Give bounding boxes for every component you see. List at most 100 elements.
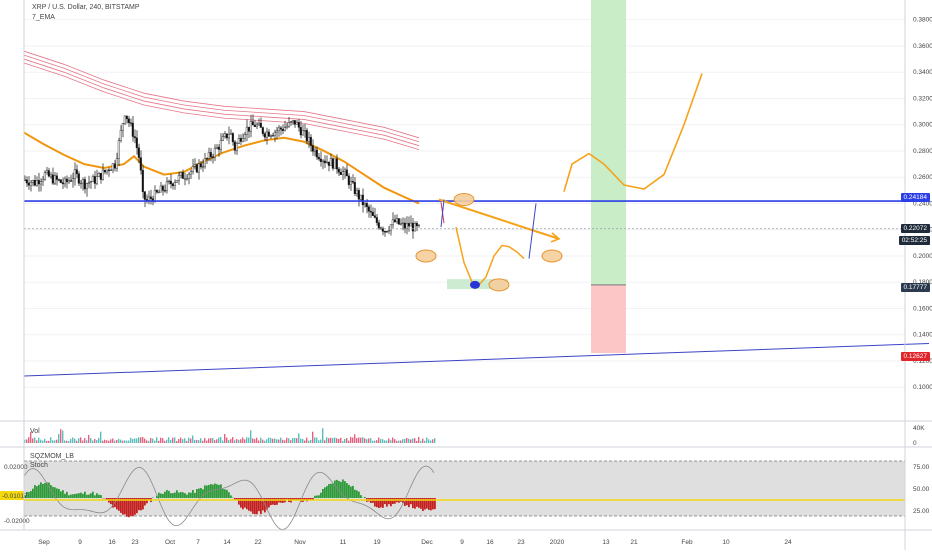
squeeze-bar bbox=[78, 493, 80, 498]
candle-body bbox=[76, 170, 78, 174]
ema-legend[interactable]: 7_EMA bbox=[32, 14, 55, 21]
volume-legend[interactable]: Vol bbox=[30, 428, 40, 435]
candle-body bbox=[36, 180, 38, 185]
squeeze-bar bbox=[198, 488, 200, 498]
volume-bar bbox=[322, 428, 323, 443]
volume-bar bbox=[48, 441, 49, 443]
squeeze-bar bbox=[272, 498, 274, 505]
volume-bar bbox=[206, 441, 207, 443]
profit-zone bbox=[591, 0, 626, 285]
candle-body bbox=[252, 122, 254, 125]
candle-body bbox=[222, 137, 224, 141]
volume-bar bbox=[172, 438, 173, 443]
squeeze-bar bbox=[40, 482, 42, 498]
osc-right-tick: 50.00 bbox=[913, 486, 930, 493]
volume-bar bbox=[116, 440, 117, 443]
squeeze-bar bbox=[182, 492, 184, 498]
candle-body bbox=[212, 157, 214, 158]
candle-body bbox=[238, 138, 240, 143]
candle-body bbox=[318, 157, 320, 159]
candle-body bbox=[118, 141, 120, 159]
current-price-tag: 0.22072 bbox=[901, 224, 931, 233]
volume-bar bbox=[356, 438, 357, 443]
squeeze-bar bbox=[48, 483, 50, 498]
candle-body bbox=[32, 180, 34, 182]
volume-bar bbox=[310, 440, 311, 443]
volume-bar bbox=[224, 434, 225, 443]
volume-bar bbox=[400, 441, 401, 443]
squeeze-bar bbox=[96, 493, 98, 498]
volume-bar bbox=[64, 440, 65, 443]
volume-bar bbox=[152, 439, 153, 443]
candle-body bbox=[286, 126, 288, 127]
volume-bar bbox=[344, 439, 345, 443]
squeeze-bar bbox=[82, 494, 84, 498]
stop-price-tag: 0.12627 bbox=[901, 352, 931, 361]
stoch-legend[interactable]: Stoch bbox=[30, 462, 48, 469]
volume-bar bbox=[220, 437, 221, 443]
squeeze-bar bbox=[100, 495, 102, 498]
squeeze-bar bbox=[324, 487, 326, 498]
x-tick-label: 14 bbox=[223, 539, 231, 546]
volume-bar bbox=[354, 434, 355, 443]
squeeze-bar bbox=[30, 491, 32, 498]
squeeze-bar bbox=[192, 490, 194, 498]
squeeze-legend[interactable]: SQZMOM_LB bbox=[30, 453, 74, 460]
volume-bar bbox=[184, 438, 185, 443]
squeeze-bar bbox=[70, 495, 72, 498]
candle-body bbox=[82, 179, 84, 183]
volume-bar bbox=[204, 438, 205, 443]
volume-bar bbox=[124, 440, 125, 443]
volume-bar bbox=[160, 438, 161, 443]
volume-bar bbox=[380, 439, 381, 443]
candle-body bbox=[278, 128, 280, 131]
volume-bar bbox=[394, 439, 395, 443]
squeeze-bar bbox=[128, 498, 130, 517]
candle-body bbox=[84, 179, 86, 189]
squeeze-bar bbox=[66, 492, 68, 498]
volume-bar bbox=[314, 437, 315, 443]
symbol-title[interactable]: XRP / U.S. Dollar, 240, BITSTAMP bbox=[32, 4, 140, 11]
x-tick-label: 7 bbox=[196, 539, 200, 546]
x-tick-label: 16 bbox=[108, 539, 116, 546]
volume-bar bbox=[216, 439, 217, 443]
stoch-band bbox=[24, 461, 905, 516]
candle-body bbox=[192, 166, 194, 171]
squeeze-bar bbox=[392, 498, 394, 504]
candle-body bbox=[148, 197, 150, 200]
candle-body bbox=[116, 159, 118, 168]
candle-body bbox=[336, 159, 338, 169]
squeeze-bar bbox=[316, 496, 318, 498]
squeeze-bar bbox=[394, 498, 396, 504]
squeeze-bar bbox=[58, 489, 60, 498]
candle-body bbox=[216, 147, 218, 148]
candle-body bbox=[94, 176, 96, 183]
volume-bar bbox=[328, 438, 329, 443]
candle-body bbox=[308, 137, 310, 141]
candle-body bbox=[58, 180, 60, 181]
volume-bar bbox=[416, 441, 417, 443]
candle-body bbox=[134, 137, 136, 138]
volume-bar bbox=[198, 440, 199, 443]
candle-body bbox=[266, 132, 268, 137]
squeeze-bar bbox=[170, 493, 172, 498]
candle-body bbox=[182, 172, 184, 178]
volume-bar bbox=[410, 439, 411, 443]
volume-bar bbox=[338, 439, 339, 443]
squeeze-bar bbox=[320, 493, 322, 498]
candle-body bbox=[268, 132, 270, 136]
candle-body bbox=[342, 172, 344, 175]
candle-body bbox=[168, 181, 170, 182]
candle-body bbox=[88, 183, 90, 184]
squeeze-bar bbox=[388, 498, 390, 504]
candle-body bbox=[274, 132, 276, 135]
candle-body bbox=[410, 223, 412, 226]
squeeze-bar bbox=[188, 493, 190, 498]
volume-bar bbox=[334, 437, 335, 443]
squeeze-bar bbox=[228, 492, 230, 498]
volume-bar bbox=[50, 437, 51, 443]
volume-bar bbox=[382, 439, 383, 443]
volume-bar bbox=[292, 438, 293, 443]
countdown-tag: 02:52:25 bbox=[899, 236, 930, 245]
